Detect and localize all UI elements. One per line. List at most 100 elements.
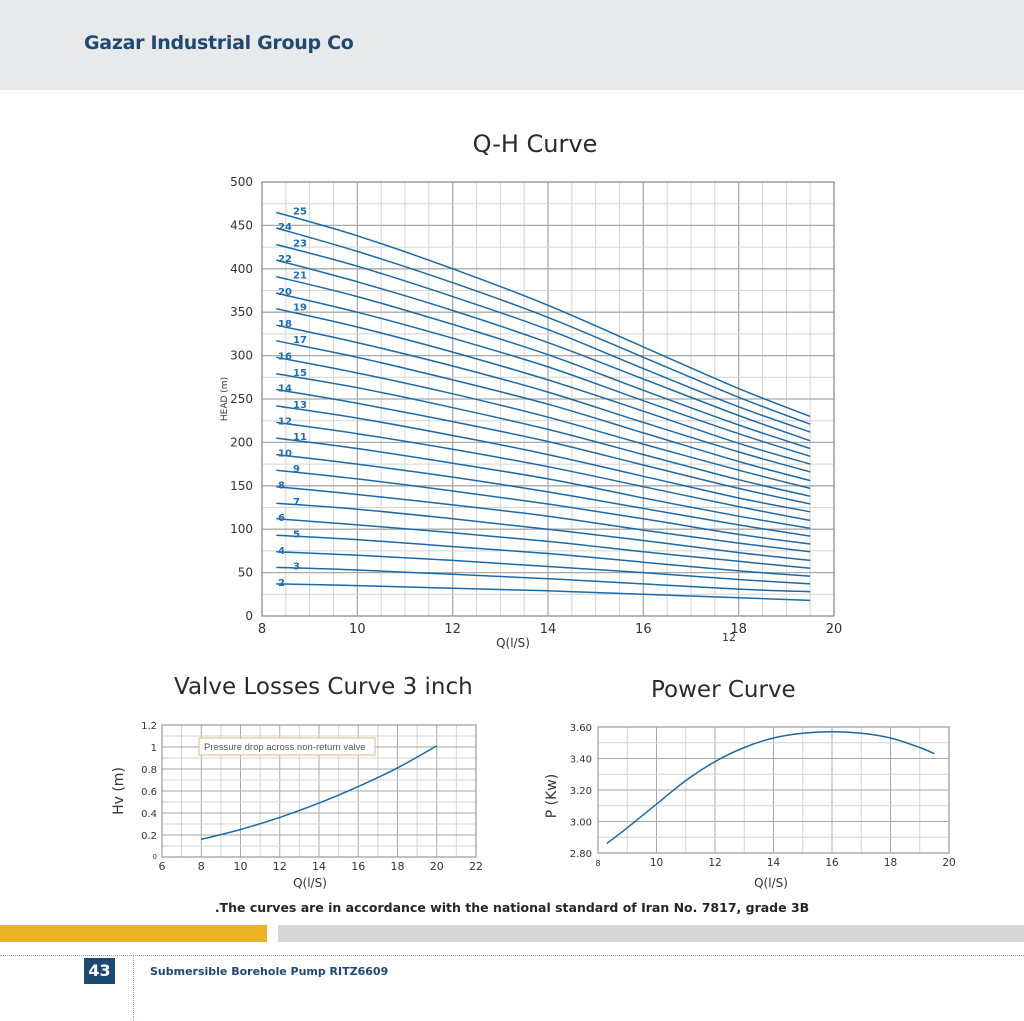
qh-y-tick-label: 200 xyxy=(230,435,253,449)
qh-y-tick-label: 100 xyxy=(230,522,253,536)
qh-stage-label: 16 xyxy=(278,351,292,362)
qh-stage-label: 23 xyxy=(293,238,307,249)
power-y-tick-label: 3.60 xyxy=(570,723,592,734)
valve-y-tick-label: 1.2 xyxy=(141,721,157,732)
qh-stage-label: 11 xyxy=(293,432,307,443)
qh-stage-curve-9 xyxy=(276,469,811,545)
qh-stage-label: 6 xyxy=(278,513,285,524)
qh-stage-label: 24 xyxy=(278,222,292,233)
qh-x-tick-label: 12 xyxy=(444,622,461,637)
qh-x-tick-label: 14 xyxy=(540,622,557,637)
valve-x-tick-label: 8 xyxy=(198,860,205,873)
qh-x-tick-label: 18 xyxy=(730,622,747,637)
valve-y-tick-label: 0.4 xyxy=(141,809,157,820)
qh-y-tick-label: 500 xyxy=(230,175,253,189)
qh-stage-label: 22 xyxy=(278,254,292,265)
qh-y-tick-label: 450 xyxy=(230,218,253,232)
page-number: 43 xyxy=(84,958,115,984)
valve-annotation-text: Pressure drop across non-return valve xyxy=(204,742,366,753)
qh-stage-curve-12 xyxy=(276,421,811,522)
qh-stage-label: 19 xyxy=(293,303,307,314)
valve-y-tick-label: 0 xyxy=(153,853,157,861)
qh-stage-curve-7 xyxy=(276,502,811,562)
qh-stage-curve-20 xyxy=(276,292,811,458)
qh-plot-frame xyxy=(261,181,835,617)
qh-stage-curve-24 xyxy=(276,227,811,425)
valve-x-tick-label: 20 xyxy=(430,860,444,873)
valve-y-tick-label: 0.8 xyxy=(141,765,157,776)
power-y-tick-label: 3.20 xyxy=(570,786,592,797)
qh-y-tick-label: 350 xyxy=(230,305,253,319)
valve-annotation-box xyxy=(198,737,376,756)
valve-x-tick-label: 14 xyxy=(312,860,326,873)
power-x-tick-label: 10 xyxy=(650,857,663,869)
qh-y-tick-label: 0 xyxy=(245,609,253,623)
standard-note: .The curves are in accordance with the n… xyxy=(214,900,810,915)
qh-y-tick-label: 50 xyxy=(238,566,253,580)
power-y-axis-label: P (Kw) xyxy=(544,774,560,818)
qh-stage-curve-8 xyxy=(276,485,811,553)
qh-stage-label: 17 xyxy=(293,335,307,346)
qh-stage-curve-6 xyxy=(276,518,811,570)
qh-stage-curve-19 xyxy=(276,307,811,465)
qh-stage-curve-4 xyxy=(276,551,811,585)
valve-y-axis-label: Hv (m) xyxy=(111,767,127,815)
qh-stage-label: 7 xyxy=(293,497,300,508)
qh-y-tick-label: 400 xyxy=(230,262,253,276)
valve-chart-title: Valve Losses Curve 3 inch xyxy=(174,674,473,700)
qh-stage-label: 20 xyxy=(278,287,292,298)
qh-stage-curve-21 xyxy=(276,275,811,450)
power-curve xyxy=(606,730,935,845)
valve-loss-curve xyxy=(201,745,438,841)
valve-y-tick-label: 0.6 xyxy=(141,787,157,798)
qh-stage-curve-16 xyxy=(276,356,811,490)
valve-x-tick-label: 18 xyxy=(391,860,405,873)
qh-stage-curve-15 xyxy=(276,373,811,497)
accent-bar-yellow xyxy=(0,925,267,942)
power-x-tick-label: 12 xyxy=(708,857,721,869)
valve-x-tick-label: 10 xyxy=(234,860,248,873)
qh-stage-label: 12 xyxy=(278,416,292,427)
qh-y-axis-label: HEAD (m) xyxy=(220,377,230,421)
power-chart-title: Power Curve xyxy=(651,677,796,703)
qh-y-tick-label: 150 xyxy=(230,479,253,493)
qh-stage-label: 14 xyxy=(278,383,292,394)
qh-stage-label: 10 xyxy=(278,449,292,460)
power-y-tick-label: 2.80 xyxy=(570,849,592,860)
qh-stage-label: 3 xyxy=(293,561,300,572)
qh-y-tick-label: 250 xyxy=(230,392,253,406)
qh-stage-curve-18 xyxy=(276,324,811,473)
accent-bar-gray xyxy=(278,925,1024,942)
qh-stage-label: 18 xyxy=(278,319,292,330)
qh-stage-label: 4 xyxy=(278,546,285,557)
qh-stage-curve-14 xyxy=(276,388,811,505)
qh-stage-label: 9 xyxy=(293,464,300,475)
product-name: Submersible Borehole Pump RITZ6609 xyxy=(150,965,389,978)
power-x-tick-label: 20 xyxy=(942,857,955,869)
qh-stage-curve-23 xyxy=(276,243,811,433)
valve-x-tick-label: 12 xyxy=(273,860,287,873)
qh-stage-label: 13 xyxy=(293,400,307,411)
qh-stage-label: 2 xyxy=(278,578,285,589)
qh-y-tick-label: 300 xyxy=(230,349,253,363)
qh-stage-curve-13 xyxy=(276,405,811,513)
power-y-tick-label: 3.40 xyxy=(570,755,592,766)
qh-chart-title: Q-H Curve xyxy=(472,130,598,158)
power-x-tick-label: 14 xyxy=(767,857,781,869)
qh-x-tick-label: 10 xyxy=(349,622,366,637)
power-plot-frame xyxy=(597,726,950,854)
qh-stray-label: 12 xyxy=(722,631,736,644)
qh-stage-curve-10 xyxy=(276,453,811,537)
footer-divider xyxy=(0,955,1024,956)
qh-stage-curve-11 xyxy=(276,437,811,530)
valve-y-tick-label: 1 xyxy=(151,743,157,754)
qh-x-tick-label: 20 xyxy=(826,622,843,637)
qh-stage-label: 25 xyxy=(293,206,307,217)
qh-stage-curve-17 xyxy=(276,340,811,482)
valve-x-tick-label: 22 xyxy=(469,860,483,873)
qh-stage-label: 5 xyxy=(293,529,300,540)
qh-x-axis-label: Q(l/S) xyxy=(496,636,530,650)
page-header: Gazar Industrial Group Co xyxy=(0,0,1024,90)
qh-stage-label: 21 xyxy=(293,271,307,282)
